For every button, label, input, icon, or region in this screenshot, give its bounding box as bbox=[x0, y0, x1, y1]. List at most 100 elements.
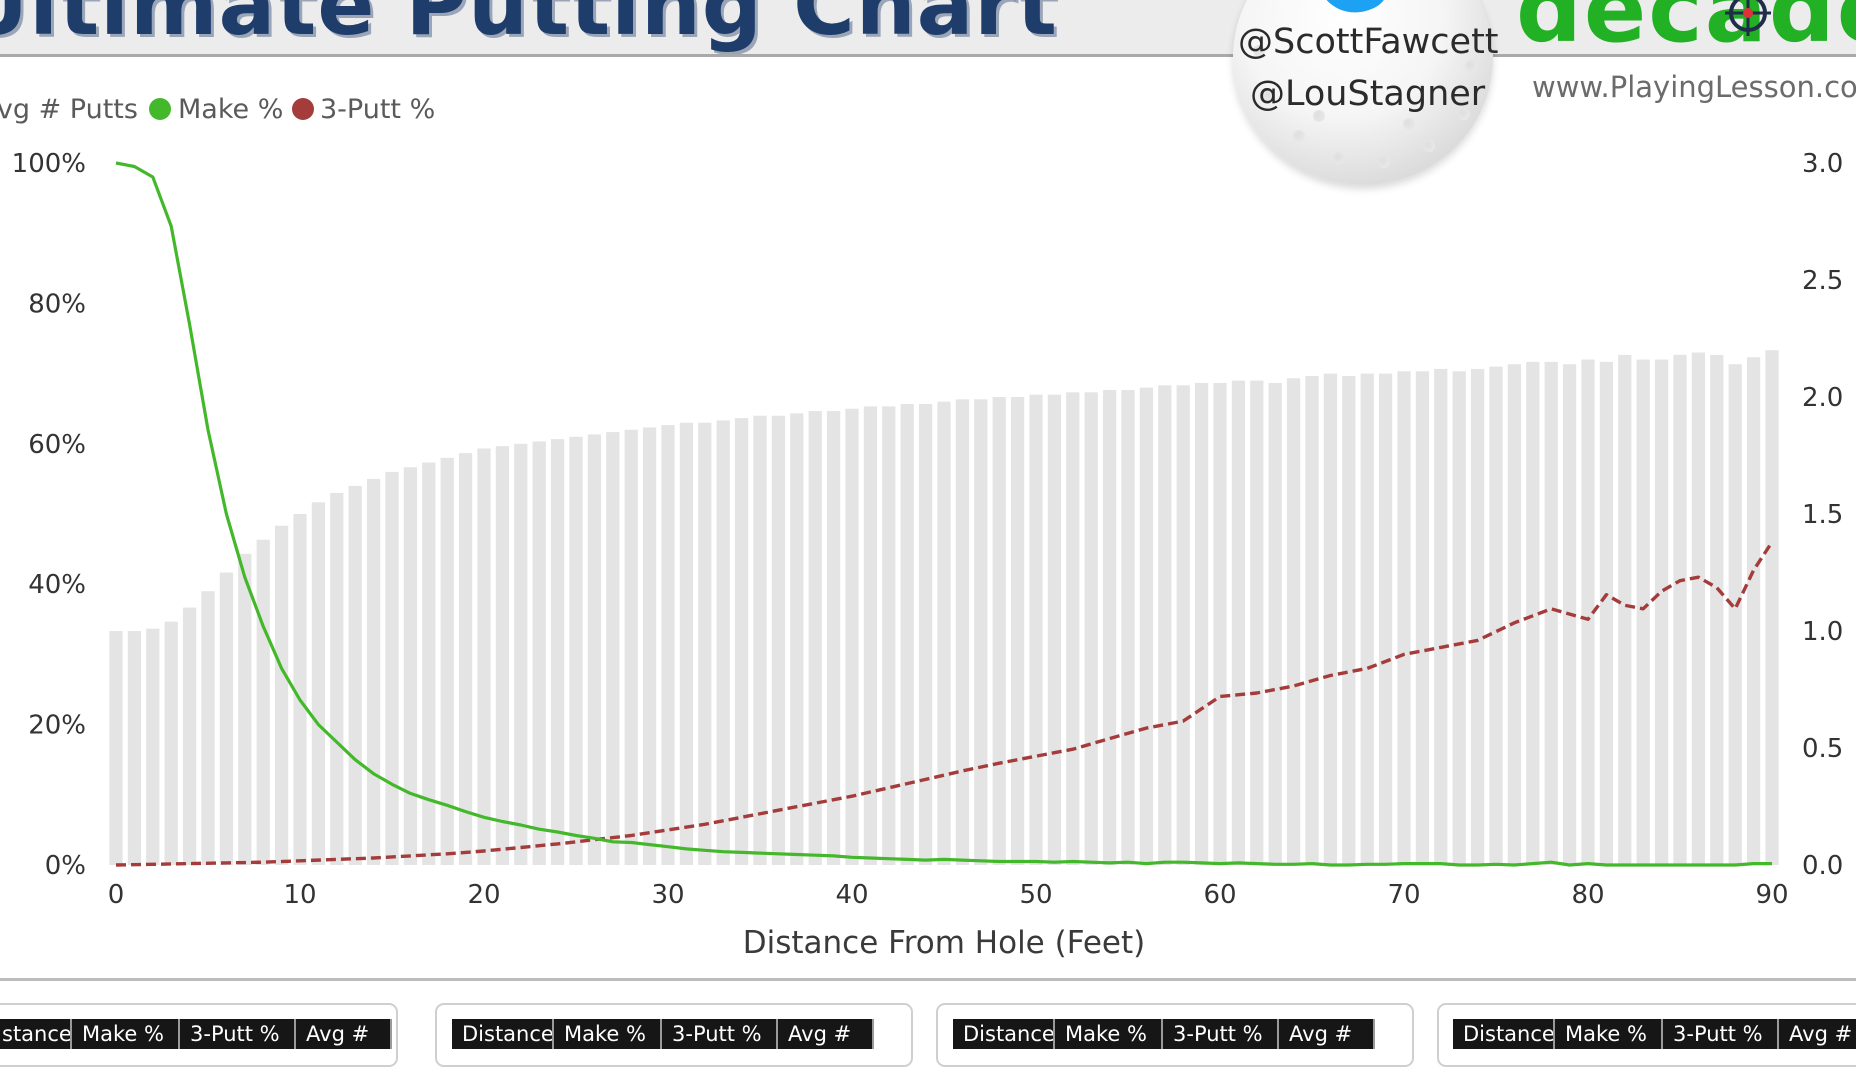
x-tick-label: 70 bbox=[1387, 880, 1420, 910]
table-column-header[interactable]: Distance bbox=[0, 1019, 72, 1049]
x-tick-label: 90 bbox=[1755, 880, 1788, 910]
y-left-tick-label: 40% bbox=[28, 570, 86, 600]
avg-putts-bar bbox=[1250, 380, 1264, 865]
website-link[interactable]: www.PlayingLesson.com bbox=[1532, 70, 1856, 104]
y-right-tick-label: 3.0 bbox=[1802, 149, 1843, 179]
avg-putts-bar bbox=[1526, 361, 1540, 865]
avg-putts-bar bbox=[698, 422, 712, 865]
avg-putts-bar bbox=[495, 446, 510, 865]
chart-axes: 0% 20% 40% 60% 80% 100% 0.0 0.5 1.0 1.5 2.0 2.5 3.0 0… bbox=[12, 149, 1844, 961]
avg-putts-bar bbox=[1139, 387, 1154, 865]
table-column-header[interactable]: Avg # bbox=[1279, 1019, 1375, 1049]
table-column-header[interactable]: Distance bbox=[953, 1019, 1055, 1049]
avg-putts-bar bbox=[661, 425, 675, 865]
avg-putts-bar bbox=[1176, 385, 1190, 865]
y-left-tick-label: 80% bbox=[28, 289, 86, 319]
avg-putts-bar bbox=[403, 467, 418, 865]
x-tick-label: 50 bbox=[1019, 880, 1052, 910]
table-column-header[interactable]: 3-Putt % bbox=[1163, 1019, 1279, 1049]
table-column-header[interactable]: Make % bbox=[554, 1019, 662, 1049]
avg-putts-bar bbox=[882, 406, 896, 865]
decade-logo: decade bbox=[1516, 0, 1856, 63]
avg-putts-bar bbox=[109, 631, 123, 865]
table-column-header[interactable]: Avg # bbox=[778, 1019, 874, 1049]
x-tick-label: 80 bbox=[1571, 880, 1604, 910]
y-right-tick-label: 2.0 bbox=[1802, 383, 1843, 413]
avg-putts-bar bbox=[1507, 364, 1522, 865]
avg-putts-bar bbox=[458, 453, 473, 865]
avg-putts-bar bbox=[826, 411, 841, 865]
avg-putts-bar bbox=[1654, 359, 1669, 865]
y-left-tick-label: 100% bbox=[12, 149, 86, 179]
avg-putts-bar bbox=[790, 413, 804, 865]
avg-putts-bar bbox=[182, 607, 197, 865]
avg-putts-bar bbox=[1268, 382, 1282, 865]
avg-putts-bar bbox=[1691, 352, 1706, 865]
avg-putts-bar bbox=[1415, 371, 1430, 865]
twitter-handle-lou[interactable]: @LouStagner bbox=[1250, 74, 1486, 114]
avg-putts-bar bbox=[1581, 359, 1595, 865]
avg-putts-bar bbox=[1231, 380, 1246, 865]
avg-putts-bar bbox=[1305, 375, 1319, 865]
table-column-header[interactable]: 3-Putt % bbox=[180, 1019, 296, 1049]
make-percent-line bbox=[115, 161, 1772, 867]
legend-label-three-putt: 3-Putt % bbox=[320, 94, 435, 125]
table-column-header[interactable]: 3-Putt % bbox=[662, 1019, 778, 1049]
y-left-tick-label: 20% bbox=[28, 711, 86, 741]
avg-putts-bar bbox=[900, 404, 914, 865]
avg-putts-bar bbox=[1544, 361, 1558, 865]
table-column-header[interactable]: Distance bbox=[452, 1019, 554, 1049]
avg-putts-bar bbox=[440, 457, 454, 865]
avg-putts-bar bbox=[1765, 350, 1779, 865]
avg-putts-bar bbox=[1636, 359, 1650, 865]
avg-putts-bar bbox=[1342, 375, 1356, 865]
avg-putts-bar bbox=[1397, 371, 1411, 865]
legend-label-make: Make % bbox=[178, 94, 283, 125]
putting-chart: Avg # Putts Make % 3-Putt % 0% 20% 40% 60% 80%… bbox=[0, 94, 1844, 961]
avg-putts-bar bbox=[587, 434, 602, 865]
y-left-tick-label: 60% bbox=[28, 430, 86, 460]
legend-label-avg-putts: Avg # Putts bbox=[0, 94, 138, 125]
avg-putts-bar bbox=[385, 471, 399, 865]
table-column-header[interactable]: Make % bbox=[72, 1019, 180, 1049]
avg-putts-bar bbox=[1010, 397, 1025, 865]
avg-putts-bar bbox=[1599, 361, 1614, 865]
avg-putts-bar bbox=[1360, 373, 1374, 865]
avg-putts-bar bbox=[1618, 354, 1632, 865]
avg-putts-bar bbox=[606, 432, 620, 865]
avg-putts-bar bbox=[311, 502, 326, 865]
avg-putts-bar bbox=[532, 441, 546, 865]
avg-putts-bar bbox=[918, 404, 933, 865]
table-column-header[interactable]: Make % bbox=[1055, 1019, 1163, 1049]
avg-putts-bar bbox=[624, 429, 638, 865]
avg-putts-bar bbox=[1121, 389, 1135, 865]
table-column-header[interactable]: Avg # bbox=[296, 1019, 392, 1049]
avg-putts-bar bbox=[734, 418, 749, 865]
table-column-header[interactable]: Distance bbox=[1453, 1019, 1555, 1049]
chart-legend: Avg # Putts Make % 3-Putt % bbox=[0, 94, 435, 125]
avg-putts-bar bbox=[219, 572, 234, 865]
avg-putts-bar bbox=[1728, 364, 1742, 865]
table-column-header[interactable]: Make % bbox=[1555, 1019, 1663, 1049]
avg-putts-bar bbox=[366, 478, 381, 865]
twitter-handle-scott[interactable]: @ScottFawcett bbox=[1238, 22, 1499, 62]
legend-marker-three-putt bbox=[292, 98, 314, 120]
y-right-tick-label: 1.5 bbox=[1802, 500, 1843, 530]
page-title: Ultimate Putting Chart bbox=[0, 0, 1058, 54]
avg-putts-bar bbox=[164, 621, 178, 865]
avg-putts-bar bbox=[845, 408, 859, 865]
avg-putts-bar bbox=[1047, 394, 1062, 865]
avg-putts-bar bbox=[863, 406, 878, 865]
avg-putts-bar bbox=[569, 436, 583, 865]
crosshair-icon bbox=[1725, 0, 1771, 36]
avg-putts-bar bbox=[771, 415, 786, 865]
y-right-tick-label: 0.5 bbox=[1802, 734, 1843, 764]
table-column-header[interactable]: Avg # bbox=[1779, 1019, 1856, 1049]
avg-putts-bar bbox=[146, 628, 160, 865]
avg-putts-bar bbox=[550, 439, 565, 865]
avg-putts-bar bbox=[1029, 394, 1043, 865]
table-column-header[interactable]: 3-Putt % bbox=[1663, 1019, 1779, 1049]
